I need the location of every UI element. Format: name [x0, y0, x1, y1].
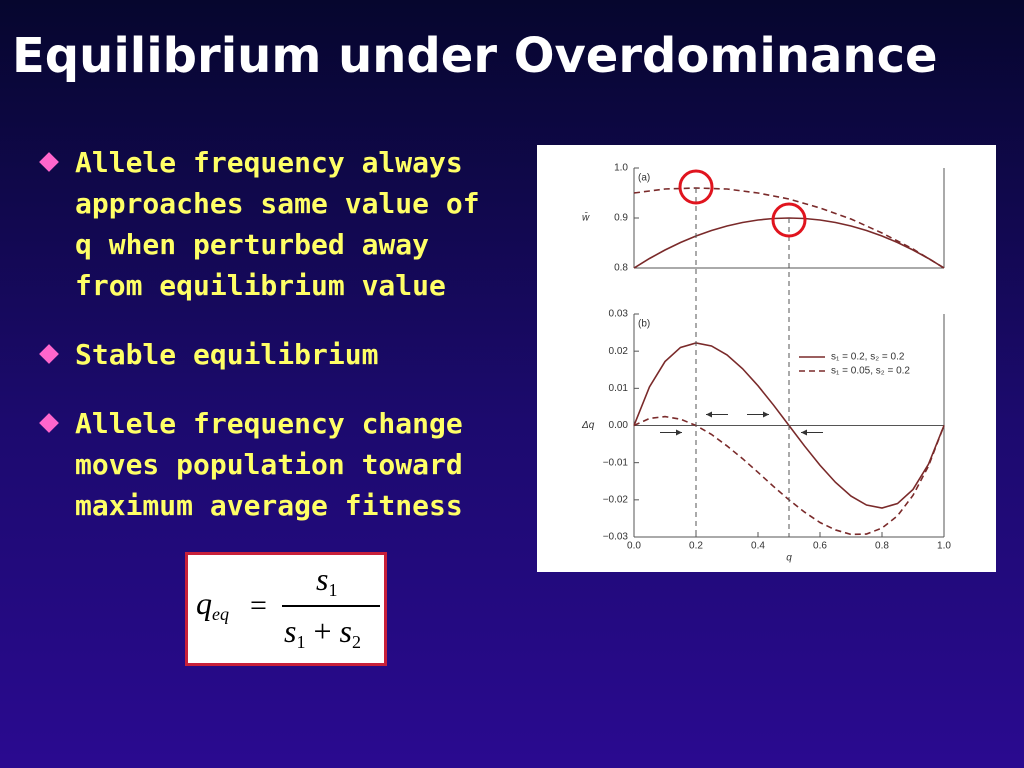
formula-plus: + — [313, 613, 332, 649]
bullet-text: Allele frequency always approaches same … — [75, 146, 480, 302]
x-tick-label: 0.8 — [875, 541, 889, 552]
y-tick-label: −0.03 — [603, 532, 629, 543]
y-tick-label: 0.01 — [609, 383, 629, 394]
y-tick-label: 0.03 — [609, 309, 629, 320]
y-axis-label: Δq — [581, 420, 595, 431]
arrow-head — [801, 429, 807, 436]
formula-lhs: qeq — [196, 585, 229, 624]
x-tick-label: 0.2 — [689, 541, 703, 552]
formula-den-var: s — [339, 613, 352, 649]
formula-den-sub: 1 — [296, 632, 306, 652]
x-axis-label: q — [786, 553, 792, 564]
y-tick-label: −0.01 — [603, 457, 629, 468]
figure: 0.8 0.9 1.0 (a) w̄ −0.03 −0.02 −0.01 0.00 0.01 0.0… — [537, 145, 996, 572]
formula-lhs-var: q — [196, 585, 212, 621]
x-tick-label: 0.4 — [751, 541, 765, 552]
x-tick-label: 0.6 — [813, 541, 827, 552]
figure-background — [537, 145, 996, 572]
y-tick-label: −0.02 — [603, 494, 629, 505]
line-series — [633, 187, 945, 269]
bullet: Stable equilibrium — [38, 334, 505, 375]
legend-label: s₁ = 0.2, s₂ = 0.2 — [831, 352, 905, 363]
formula-box: qeq = s1 s1 + s2 — [185, 552, 387, 666]
formula-equals: = — [250, 589, 267, 622]
bullet: Allele frequency change moves population… — [38, 403, 505, 526]
formula-num-var: s — [316, 561, 329, 597]
bullet-text: Allele frequency change moves population… — [75, 407, 463, 522]
bullet-list: Allele frequency always approaches same … — [38, 142, 508, 554]
formula-den-var: s — [284, 613, 297, 649]
y-tick-label: 0.02 — [609, 346, 629, 357]
panel-label: (a) — [638, 173, 650, 184]
bullet-icon — [39, 413, 59, 433]
x-tick-label: 0.0 — [627, 541, 641, 552]
arrow-head — [763, 411, 769, 418]
y-tick-label: 0.9 — [614, 213, 628, 224]
panel-label: (b) — [638, 319, 650, 330]
bullet: Allele frequency always approaches same … — [38, 142, 505, 306]
formula-denominator: s1 + s2 — [284, 613, 361, 652]
y-tick-label: 0.00 — [609, 420, 629, 431]
highlight-circle — [678, 169, 714, 205]
x-tick-label: 1.0 — [937, 541, 951, 552]
arrow-head — [676, 429, 682, 436]
formula-numerator: s1 — [316, 561, 338, 600]
legend-label: s₁ = 0.05, s₂ = 0.2 — [831, 366, 910, 377]
formula-den-sub: 2 — [351, 632, 361, 652]
y-tick-label: 1.0 — [614, 163, 628, 174]
formula-lhs-sub: eq — [212, 604, 229, 624]
slide-title: Equilibrium under Overdominance — [12, 28, 938, 84]
highlight-circle — [771, 202, 807, 238]
y-tick-label: 0.8 — [614, 263, 628, 274]
fraction-bar — [282, 605, 380, 607]
arrow-head — [706, 411, 712, 418]
bullet-icon — [39, 344, 59, 364]
y-axis-label: w̄ — [582, 211, 590, 224]
bullet-text: Stable equilibrium — [75, 338, 379, 371]
formula-num-sub: 1 — [328, 580, 338, 600]
bullet-icon — [39, 152, 59, 172]
